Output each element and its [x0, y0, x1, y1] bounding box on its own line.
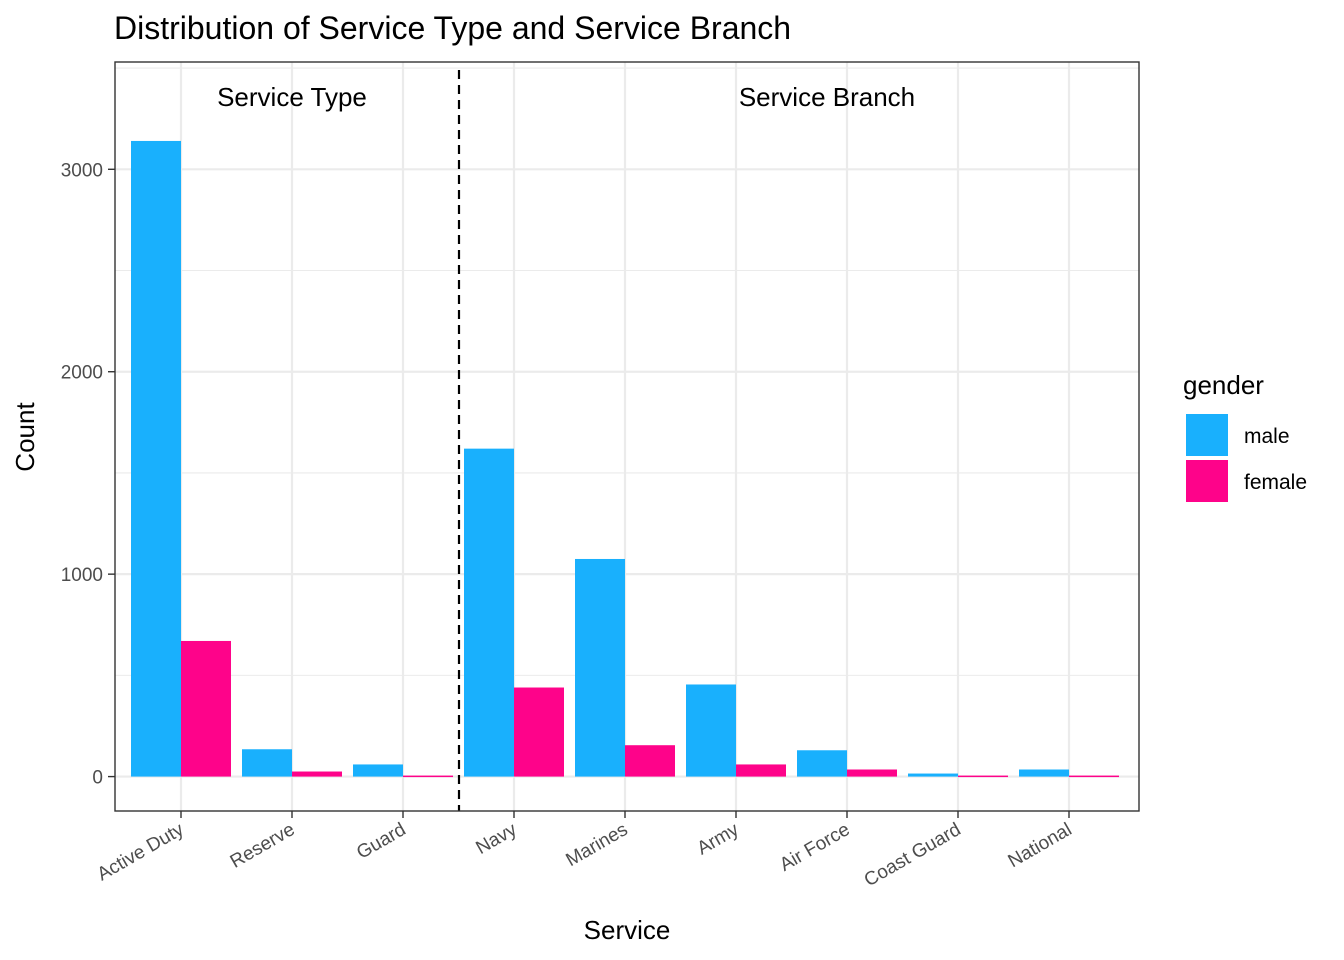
y-axis: 0 1000 2000 3000 [61, 160, 115, 789]
bar-male-reserve [242, 749, 292, 777]
bar-male-army [686, 684, 736, 777]
x-tick-label: Marines [562, 819, 631, 871]
legend-label-female: female [1244, 471, 1307, 494]
x-axis-title: Service [584, 915, 671, 945]
y-tick-label: 2000 [61, 363, 103, 384]
plot-panel-border [114, 61, 1140, 812]
bar-female-army [736, 764, 786, 777]
bar-male-coast-guard [908, 773, 958, 777]
bar-male-marines [575, 558, 625, 777]
bar-male-air-force [797, 750, 847, 777]
legend-key-female [1186, 460, 1228, 502]
bar-female-active-duty [181, 640, 231, 777]
x-tick-label: Guard [353, 819, 409, 864]
legend-title: gender [1183, 370, 1264, 400]
x-axis: Active Duty Reserve Guard Navy Marines Army Ai… [94, 811, 1076, 891]
bar-female-guard [403, 775, 453, 778]
x-tick-label: Army [694, 819, 743, 860]
bar-female-coast-guard [958, 775, 1008, 778]
y-tick-label: 3000 [61, 160, 103, 181]
y-tick-label: 0 [92, 768, 103, 789]
x-tick-label: Coast Guard [861, 819, 965, 891]
x-tick-label: Navy [473, 819, 521, 859]
legend: gender male female [1183, 370, 1307, 502]
bar-female-air-force [847, 769, 897, 777]
x-tick-label: Air Force [776, 819, 853, 876]
annotation-service-branch: Service Branch [739, 82, 915, 112]
bar-male-national [1019, 769, 1069, 777]
bar-male-guard [353, 764, 403, 777]
grid-lines [115, 62, 1139, 811]
bar-female-navy [514, 687, 564, 777]
chart-title: Distribution of Service Type and Service… [114, 10, 791, 46]
annotation-service-type: Service Type [217, 82, 367, 112]
legend-key-male [1186, 414, 1228, 456]
plot-background [115, 62, 1139, 811]
y-tick-label: 1000 [61, 565, 103, 586]
bar-female-national [1069, 775, 1119, 778]
bar-male-navy [464, 448, 514, 777]
legend-label-male: male [1244, 425, 1290, 448]
bars [131, 140, 1119, 778]
bar-male-active-duty [131, 140, 181, 777]
x-tick-label: National [1005, 819, 1076, 872]
x-tick-label: Active Duty [94, 819, 188, 885]
bar-female-marines [625, 745, 675, 777]
bar-female-reserve [292, 771, 342, 777]
y-axis-title: Count [10, 402, 40, 472]
x-tick-label: Reserve [227, 819, 299, 873]
